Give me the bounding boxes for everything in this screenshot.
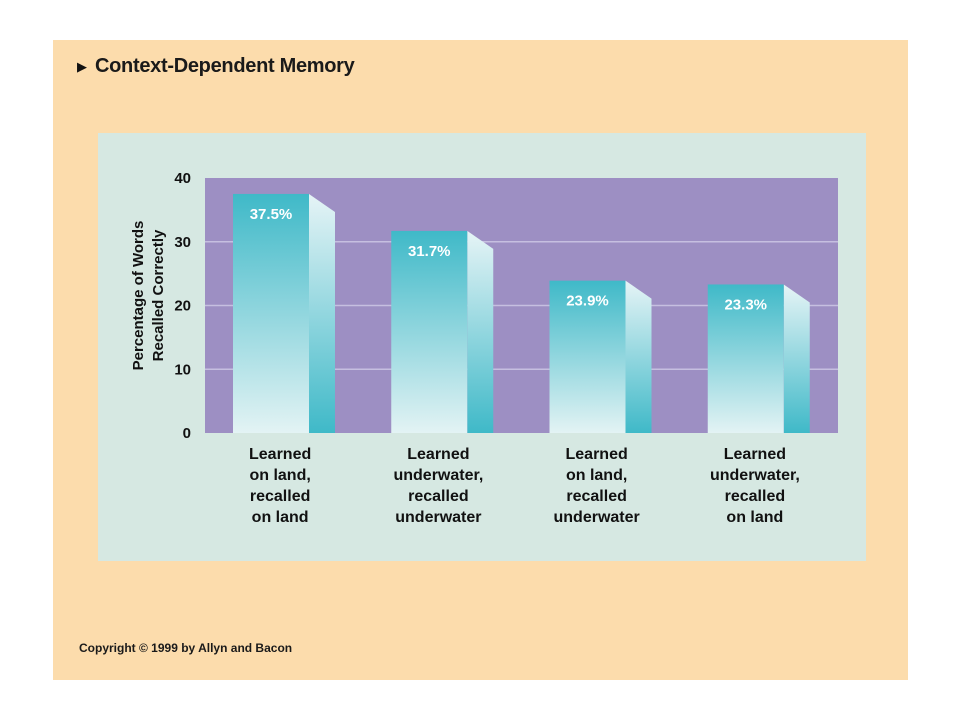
copyright-text: Copyright © 1999 by Allyn and Bacon [79, 641, 293, 655]
x-tick-label-line: on land [252, 509, 309, 526]
x-tick-label: Learned underwater, recalled on land [710, 446, 800, 526]
x-tick-label-line: underwater [395, 509, 481, 526]
x-tick-label: Learned on land, recalled on land [249, 446, 311, 526]
x-tick-label-line: underwater, [393, 467, 483, 484]
bar [707, 284, 810, 433]
y-axis-label-line: Recalled Correctly [150, 229, 167, 361]
x-tick-label-line: recalled [725, 488, 785, 505]
bar-front [707, 284, 784, 433]
slide: ▶ Context-Dependent Memory 0 10 20 30 40 Perc… [53, 40, 908, 680]
bar [233, 193, 335, 433]
y-tick-label: 0 [183, 425, 191, 442]
bar-side [783, 284, 810, 433]
x-tick-label-line: Learned [566, 446, 628, 463]
x-tick-label: Learned on land, recalled underwater [554, 446, 640, 526]
chart-panel: 0 10 20 30 40 Percentage of Words Recalled Cor… [98, 133, 866, 561]
x-tick-label-line: on land [726, 509, 783, 526]
x-tick-label-line: Learned [724, 446, 786, 463]
x-tick-label-line: underwater, [710, 467, 800, 484]
y-tick-label: 40 [174, 170, 191, 187]
x-tick-label-line: on land, [566, 467, 627, 484]
bar-chart: 0 10 20 30 40 Percentage of Words Recalled Cor… [130, 170, 838, 526]
data-label: 23.3% [724, 296, 767, 313]
y-axis-label-line: Percentage of Words [130, 221, 147, 371]
x-tick-label-line: underwater [554, 509, 640, 526]
bar [549, 280, 652, 433]
bar-front [391, 230, 468, 433]
x-tick-label-line: Learned [407, 446, 469, 463]
x-tick-label-line: recalled [566, 488, 626, 505]
x-tick-label: Learned underwater, recalled underwater [393, 446, 483, 526]
play-arrow-icon: ▶ [77, 58, 87, 74]
bar-side [625, 280, 652, 433]
title-row: ▶ Context-Dependent Memory [77, 54, 355, 78]
x-tick-label-line: recalled [250, 488, 310, 505]
x-tick-label-line: recalled [408, 488, 468, 505]
y-axis-label: Percentage of Words Recalled Correctly [130, 221, 167, 371]
data-label: 31.7% [408, 243, 451, 260]
data-label: 37.5% [250, 206, 293, 223]
bar-front [233, 193, 309, 433]
bar-front [549, 280, 626, 433]
bar-side [467, 230, 494, 433]
x-tick-label-line: on land, [249, 467, 310, 484]
y-tick-label: 10 [174, 361, 191, 378]
y-tick-label: 30 [174, 234, 191, 251]
bar [391, 230, 494, 433]
y-tick-label: 20 [174, 298, 191, 315]
x-tick-label-line: Learned [249, 446, 311, 463]
page-title: Context-Dependent Memory [95, 54, 355, 77]
bar-side [309, 193, 335, 433]
data-label: 23.9% [566, 293, 609, 310]
